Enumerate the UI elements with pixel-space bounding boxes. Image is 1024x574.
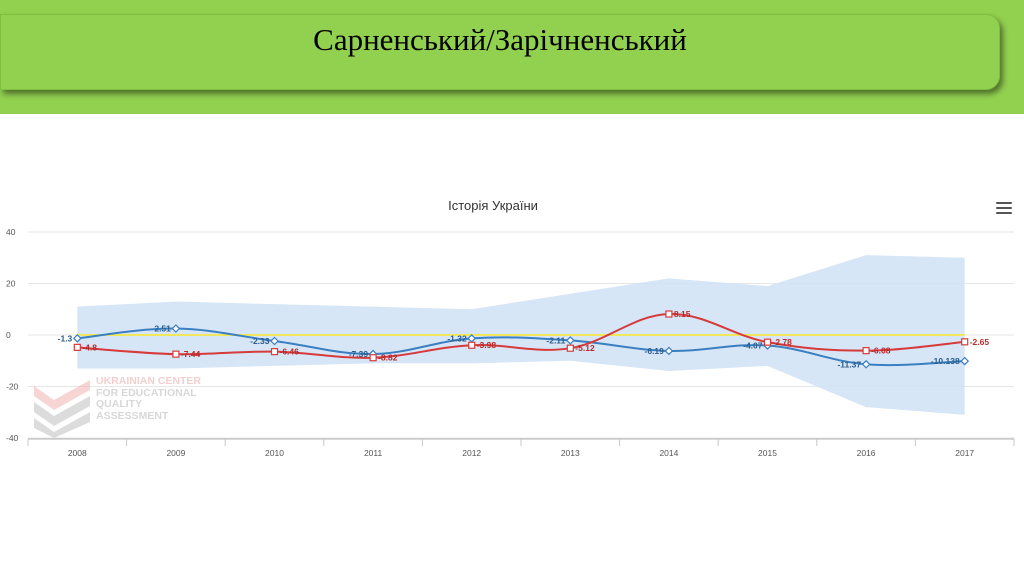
data-label: -2.11 [546, 335, 565, 345]
data-point-diamond [960, 356, 970, 366]
y-tick-label: -40 [6, 433, 19, 443]
data-label: -6.19 [645, 346, 665, 356]
data-label: 8.15 [674, 309, 691, 319]
y-tick-label: 40 [6, 227, 16, 237]
hamburger-menu-icon[interactable] [996, 202, 1012, 216]
watermark-line: FOR EDUCATIONAL [96, 386, 197, 399]
y-tick-label: 20 [6, 279, 16, 289]
x-tick-label: 2014 [659, 448, 678, 458]
chart-svg: Історія України 40 20 0 -20 -40 2008 2009 2010 20… [6, 198, 1015, 458]
data-label: -8.82 [378, 353, 398, 363]
data-point-diamond [72, 333, 82, 343]
data-label: -7.44 [181, 349, 201, 359]
data-label: -5.12 [575, 343, 595, 353]
data-label: -7.39 [349, 349, 369, 359]
data-label: -4.07 [743, 340, 763, 350]
data-point-square [763, 338, 772, 346]
x-tick-label: 2013 [561, 448, 580, 458]
y-tick-label: 0 [6, 330, 11, 340]
data-label: -1.32 [447, 333, 467, 343]
data-point-square [172, 350, 180, 358]
x-tick-label: 2010 [265, 448, 284, 458]
watermark-line: UKRAINIAN CENTER [96, 375, 201, 387]
title-card [0, 14, 1000, 90]
data-point-square [73, 343, 81, 351]
chart-container: Історія України 40 20 0 -20 -40 2008 2009 2010 20… [0, 114, 1024, 574]
watermark-line: QUALITY [96, 398, 143, 410]
data-label: -2.78 [773, 337, 793, 347]
data-label: -3.98 [477, 340, 497, 350]
data-label: -6.46 [280, 347, 300, 357]
x-tick-label: 2011 [364, 448, 383, 458]
x-tick-label: 2017 [955, 448, 974, 458]
data-point-diamond [171, 324, 181, 333]
data-point-square [270, 348, 279, 356]
x-tick-label: 2008 [68, 448, 87, 458]
data-label: -4.8 [82, 342, 97, 352]
data-point-diamond [565, 336, 575, 345]
data-label: -2.65 [970, 337, 990, 347]
x-tick-label: 2009 [166, 448, 185, 458]
x-tick-label: 2016 [857, 448, 876, 458]
data-label: -2.33 [250, 336, 270, 346]
series-line [77, 313, 965, 359]
data-point-square [665, 310, 673, 318]
data-point-square [862, 347, 870, 355]
data-point-square [566, 344, 574, 352]
ucequa-logo-icon [34, 380, 90, 438]
data-label: -10.138 [931, 356, 960, 366]
x-tick-label: 2015 [758, 448, 777, 458]
x-tick-label: 2012 [462, 448, 481, 458]
chart-title: Історія України [448, 198, 538, 213]
watermark-text: UKRAINIAN CENTER FOR EDUCATIONAL QUALITY… [96, 375, 236, 422]
y-tick-label: -20 [6, 382, 19, 392]
data-point-square [468, 341, 476, 349]
ucequa-watermark: UKRAINIAN CENTER FOR EDUCATIONAL QUALITY… [32, 375, 232, 440]
data-label: -11.37 [837, 359, 861, 369]
watermark-line: ASSESSMENT [96, 409, 169, 422]
data-point-diamond [664, 346, 674, 356]
data-point-diamond [270, 336, 279, 346]
data-label: -1.3 [58, 333, 73, 343]
slide-title: Сарненський/Зарічненський [313, 22, 687, 57]
data-label: 2.51 [154, 324, 171, 334]
series-line [77, 327, 965, 367]
data-label: -6.08 [871, 346, 891, 356]
data-point-square [961, 338, 969, 346]
data-point-diamond [861, 359, 871, 369]
data-point-square [369, 354, 377, 362]
